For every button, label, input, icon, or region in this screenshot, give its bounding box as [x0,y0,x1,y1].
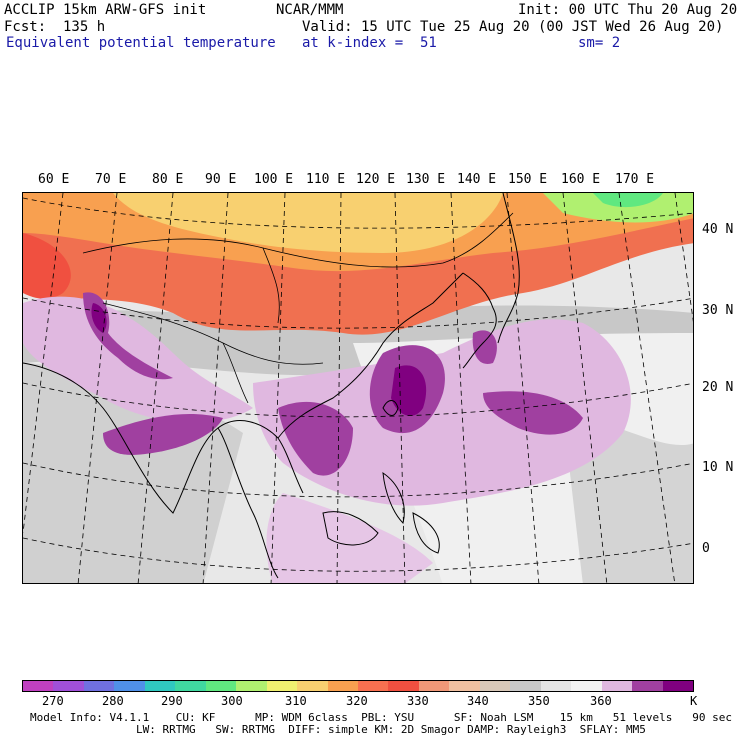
longitude-label: 140 E [457,172,497,187]
color-swatch [175,681,206,691]
latitude-label: 10 N [702,460,734,475]
color-swatch [601,681,633,691]
color-swatch [449,681,480,691]
valid-time: Valid: 15 UTC Tue 25 Aug 20 (00 JST Wed … [302,19,724,35]
yellow-zone [113,193,503,253]
color-bar-tick-label: 280 [102,694,124,708]
color-swatch [297,681,328,691]
color-bar-tick-label: 360 [590,694,612,708]
color-swatch [571,681,602,691]
color-swatch [23,681,54,691]
color-swatch [327,681,358,691]
color-swatch [53,681,84,691]
longitude-label: 170 E [615,172,655,187]
longitude-label: 120 E [356,172,396,187]
level-index: at k-index = 51 [302,35,437,51]
color-swatch [357,681,389,691]
dark-core-philippine-sea [391,365,427,416]
latitude-label: 40 N [702,222,734,237]
latitude-label: 0 [702,541,710,556]
field-name: Equivalent potential temperature [6,35,276,51]
color-bar-tick-label: 330 [407,694,429,708]
purple-core-south-china-sea [278,401,353,476]
latitude-label: 30 N [702,303,734,318]
model-title: ACCLIP 15km ARW-GFS init [4,2,207,18]
color-swatch [83,681,115,691]
map-canvas [23,193,693,583]
map-panel [22,192,694,584]
color-bar-tick-label: 350 [528,694,550,708]
color-bar-tick-label: 290 [161,694,183,708]
longitude-label: 100 E [254,172,294,187]
forecast-hour: Fcst: 135 h [4,19,106,35]
longitude-label: 60 E [38,172,70,187]
longitude-label: 90 E [205,172,237,187]
green-core [593,193,663,208]
color-swatch [479,681,511,691]
color-bar-tick-label: 270 [42,694,64,708]
color-bar-tick-label: 310 [285,694,307,708]
color-bar-tick-label: 300 [221,694,243,708]
purple-core-western-pacific [483,391,583,435]
longitude-label: 150 E [508,172,548,187]
country-borders [82,212,514,404]
longitude-label: 70 E [95,172,127,187]
color-swatch [510,681,541,691]
longitude-label: 160 E [561,172,601,187]
coastlines [23,193,520,579]
longitude-label: 80 E [152,172,184,187]
color-swatch [236,681,267,691]
color-swatch [662,681,693,691]
color-bar-tick-label: 340 [467,694,489,708]
light-purple-south [266,493,433,583]
red-zone-west [23,233,71,299]
model-info-line-1: Model Info: V4.1.1 CU: KF MP: WDM 6class… [30,711,732,724]
color-swatch [418,681,450,691]
latitude-label: 20 N [702,380,734,395]
longitude-label: 130 E [406,172,446,187]
color-bar [22,680,694,692]
green-zone-north [543,193,693,223]
color-bar-unit: K [690,694,698,708]
smoothing-label: sm= 2 [578,35,621,51]
color-swatch [540,681,572,691]
graticule [23,193,693,583]
init-time: Init: 00 UTC Thu 20 Aug 20 [518,2,738,18]
color-bar-tick-label: 320 [346,694,368,708]
light-purple-pacific [253,319,631,506]
purple-core-himalaya [83,292,173,380]
purple-core-north-pacific [472,330,497,364]
color-swatch [144,681,176,691]
model-info-line-2: LW: RRTMG SW: RRTMG DIFF: simple KM: 2D … [30,723,646,736]
longitude-label: 110 E [306,172,346,187]
color-swatch [114,681,145,691]
organization-label: NCAR/MMM [276,2,344,18]
purple-core-bay-of-bengal [103,413,223,455]
color-swatch [266,681,298,691]
color-swatch [205,681,237,691]
color-swatch [632,681,663,691]
color-swatch [388,681,419,691]
